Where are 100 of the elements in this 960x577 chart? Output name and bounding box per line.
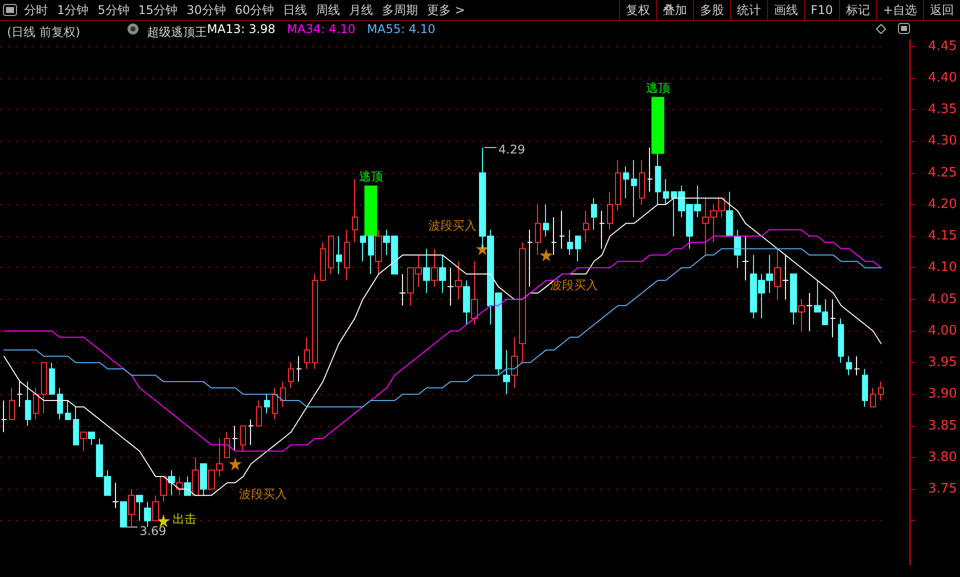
candlestick (336, 236, 342, 275)
text: 日线 (283, 2, 308, 18)
candlestick (742, 236, 749, 281)
candlestick (41, 362, 47, 414)
candlestick (248, 419, 254, 446)
candlestick (663, 178, 669, 205)
candlestick (455, 260, 462, 300)
candlestick (862, 368, 868, 408)
candlestick (264, 394, 270, 414)
text: 60分钟 (234, 2, 274, 18)
annotation: 4.29 (498, 142, 526, 157)
candlestick (240, 425, 246, 452)
candlestick (25, 381, 31, 426)
candlestick (431, 248, 438, 288)
candlestick (65, 400, 71, 420)
y-tick-label: 4.10 (928, 260, 958, 276)
candlestick (272, 387, 278, 420)
text: +自选 (876, 0, 923, 20)
candlestick (120, 501, 127, 528)
candlestick (160, 476, 167, 502)
candlestick (312, 274, 318, 370)
text: 周线 (316, 2, 340, 18)
text: 多周期 (382, 2, 418, 18)
candlestick (655, 153, 661, 205)
candlestick (320, 242, 326, 281)
candlestick (368, 236, 374, 275)
candlestick (846, 356, 852, 376)
candlestick (224, 432, 230, 458)
candlestick (352, 178, 358, 243)
text: 15分钟 (138, 2, 178, 18)
candlestick (591, 198, 597, 230)
candlestick (511, 336, 518, 388)
text: 返回 (923, 0, 960, 20)
y-tick-label: 4.25 (928, 165, 958, 180)
text: 标记 (838, 0, 876, 20)
candlestick (152, 494, 159, 522)
candlestick (232, 425, 238, 452)
candlestick (790, 274, 797, 326)
text: 30分钟 (186, 2, 226, 18)
text: 更多 > (427, 2, 465, 18)
candlestick (838, 318, 844, 364)
candlestick (328, 236, 334, 275)
text: 1分钟 (57, 2, 89, 18)
line-series (3, 248, 882, 408)
candlestick (543, 204, 549, 237)
candlestick (854, 356, 860, 376)
candlestick (344, 229, 350, 281)
candlestick (73, 406, 79, 446)
text: 叠加 (656, 0, 693, 20)
y-tick-label: 4.30 (928, 134, 958, 149)
y-tick-label: 4.20 (928, 196, 958, 212)
text: MA55: 4.10 (367, 22, 436, 36)
text: 5分钟 (98, 2, 130, 18)
candlestick (551, 216, 557, 256)
text: 画线 (766, 0, 804, 20)
point (540, 248, 553, 262)
candlestick (360, 236, 366, 262)
y-tick-label: 3.95 (928, 355, 958, 370)
y-tick-label: 4.45 (928, 38, 958, 54)
chart-title: (日线 前复权) (7, 25, 80, 39)
data-label: 波段买入 (550, 278, 598, 292)
candlestick (375, 229, 382, 275)
text: 复权 (618, 0, 656, 20)
candlestick (583, 210, 589, 243)
candlestick (631, 160, 637, 218)
candlestick (304, 336, 310, 370)
point (228, 457, 242, 470)
candlestick (144, 501, 151, 528)
text: F10 (804, 0, 839, 20)
candlestick (176, 476, 183, 496)
candlestick (830, 298, 836, 338)
y-tick-label: 4.35 (928, 102, 958, 118)
candlestick (423, 248, 430, 294)
candlestick (607, 191, 613, 230)
text: MA13: 3.98 (207, 22, 276, 36)
candlestick (870, 387, 876, 408)
candlestick (471, 260, 478, 326)
y-tick-label: 4.00 (928, 323, 958, 338)
candlestick (168, 470, 175, 496)
candlestick (623, 166, 629, 199)
candlestick (503, 349, 510, 395)
y-tick-label: 3.85 (928, 418, 958, 434)
candlestick (567, 229, 573, 256)
candlestick (519, 242, 526, 364)
candlestick (463, 280, 470, 326)
y-tick-label: 4.15 (928, 228, 958, 244)
candlestick (184, 476, 191, 496)
candlestick (806, 292, 813, 332)
text: 月线 (349, 2, 374, 18)
text: 分时 (24, 2, 48, 18)
candlestick (647, 147, 653, 192)
candlestick (782, 254, 789, 300)
candlestick (192, 456, 199, 496)
candlestick (447, 267, 454, 306)
candlestick (439, 254, 446, 294)
candlestick (200, 463, 207, 496)
chart-subtitle: 超级逃顶王 (147, 25, 207, 39)
y-tick-label: 3.75 (928, 482, 958, 497)
candlestick (9, 387, 15, 420)
candlestick (734, 229, 741, 268)
